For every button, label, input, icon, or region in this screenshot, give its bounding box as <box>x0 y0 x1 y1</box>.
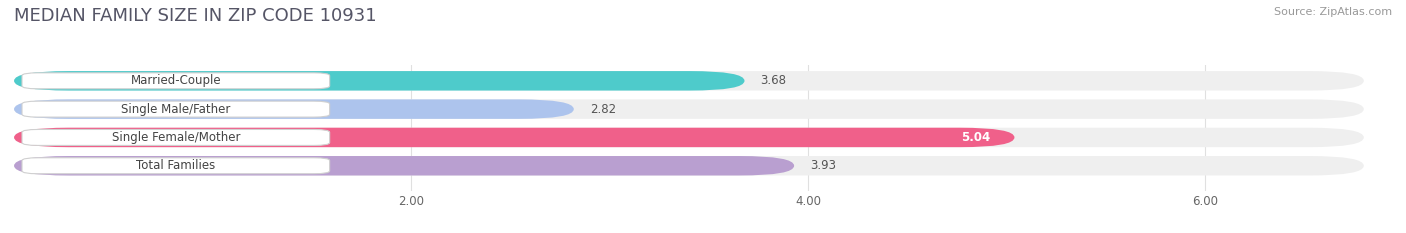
Text: Single Female/Mother: Single Female/Mother <box>111 131 240 144</box>
FancyBboxPatch shape <box>22 130 329 145</box>
FancyBboxPatch shape <box>14 71 745 91</box>
FancyBboxPatch shape <box>14 128 1364 147</box>
FancyBboxPatch shape <box>22 73 329 89</box>
Text: 2.82: 2.82 <box>589 103 616 116</box>
FancyBboxPatch shape <box>14 71 1364 91</box>
Text: Total Families: Total Families <box>136 159 215 172</box>
FancyBboxPatch shape <box>14 128 1015 147</box>
FancyBboxPatch shape <box>14 156 1364 175</box>
FancyBboxPatch shape <box>22 101 329 117</box>
Text: 5.04: 5.04 <box>962 131 991 144</box>
Text: Married-Couple: Married-Couple <box>131 74 221 87</box>
Text: MEDIAN FAMILY SIZE IN ZIP CODE 10931: MEDIAN FAMILY SIZE IN ZIP CODE 10931 <box>14 7 377 25</box>
Text: Source: ZipAtlas.com: Source: ZipAtlas.com <box>1274 7 1392 17</box>
FancyBboxPatch shape <box>14 99 1364 119</box>
Text: 3.68: 3.68 <box>761 74 786 87</box>
Text: 3.93: 3.93 <box>810 159 837 172</box>
FancyBboxPatch shape <box>14 99 574 119</box>
FancyBboxPatch shape <box>22 158 329 174</box>
FancyBboxPatch shape <box>14 156 794 175</box>
Text: Single Male/Father: Single Male/Father <box>121 103 231 116</box>
